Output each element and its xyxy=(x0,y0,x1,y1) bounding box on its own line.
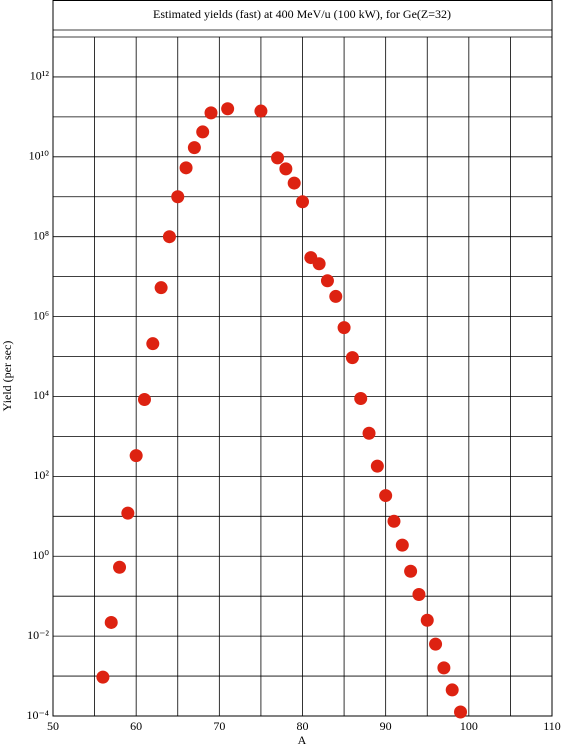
x-tick-label: 80 xyxy=(297,719,309,733)
data-point xyxy=(345,351,359,365)
x-tick-label: 100 xyxy=(460,719,478,733)
y-tick-label: 10² xyxy=(33,468,49,482)
data-point xyxy=(254,104,268,118)
y-tick-label: 10⁻⁴ xyxy=(26,708,49,722)
y-tick-label: 10⁻² xyxy=(27,628,49,642)
data-point xyxy=(445,683,459,697)
data-point xyxy=(113,560,127,574)
data-point xyxy=(154,281,168,295)
data-point xyxy=(279,162,293,176)
data-point xyxy=(370,459,384,473)
data-point xyxy=(221,102,235,116)
data-point xyxy=(196,125,210,139)
x-tick-label: 70 xyxy=(213,719,225,733)
data-point xyxy=(104,615,118,629)
y-tick-label: 10⁴ xyxy=(33,388,49,402)
data-point xyxy=(287,176,301,190)
y-tick-label: 10⁰ xyxy=(32,548,49,562)
y-tick-label: 10¹² xyxy=(30,69,50,83)
data-point xyxy=(204,106,218,120)
data-point xyxy=(96,670,110,684)
data-point xyxy=(146,337,160,351)
data-point xyxy=(171,190,185,204)
x-tick-label: 60 xyxy=(130,719,142,733)
y-tick-label: 10⁶ xyxy=(33,308,49,322)
data-point xyxy=(379,489,393,503)
y-axis-label: Yield (per sec) xyxy=(0,341,14,412)
data-point xyxy=(354,391,368,405)
data-point xyxy=(420,613,434,627)
data-point xyxy=(179,161,193,175)
x-tick-label: 50 xyxy=(47,719,59,733)
data-point xyxy=(121,506,135,520)
data-point xyxy=(296,195,309,209)
data-point xyxy=(187,141,201,155)
data-point xyxy=(454,705,468,719)
data-point xyxy=(337,321,351,335)
data-point xyxy=(412,588,426,602)
data-point xyxy=(404,564,418,578)
data-point xyxy=(137,392,151,406)
data-point xyxy=(129,449,143,463)
x-axis-label: A xyxy=(298,733,307,747)
data-point xyxy=(162,230,176,244)
data-point xyxy=(429,637,443,651)
y-tick-label: 10¹⁰ xyxy=(29,149,50,163)
x-tick-label: 110 xyxy=(543,719,561,733)
data-point xyxy=(329,289,343,303)
data-point xyxy=(271,151,285,165)
data-point xyxy=(320,274,334,288)
chart-title: Estimated yields (fast) at 400 MeV/u (10… xyxy=(153,7,451,21)
data-point xyxy=(362,426,376,440)
data-point xyxy=(395,538,409,552)
x-tick-label: 90 xyxy=(380,719,392,733)
y-tick-label: 10⁸ xyxy=(33,228,49,242)
data-point xyxy=(387,514,401,528)
data-point xyxy=(312,257,326,271)
data-point xyxy=(437,661,451,675)
